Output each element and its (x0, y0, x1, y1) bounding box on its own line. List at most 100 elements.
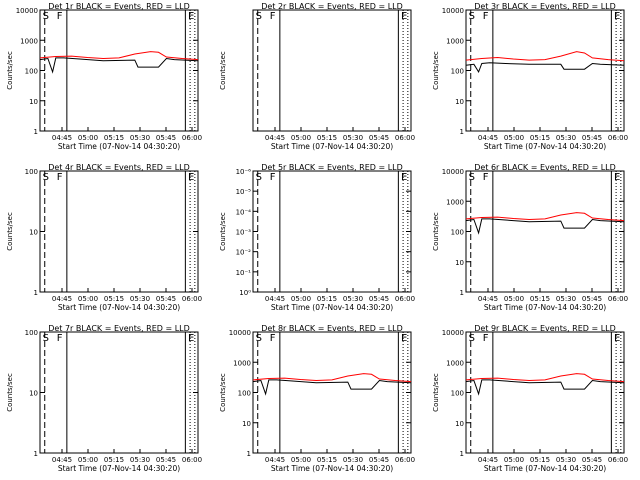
panel-title: Det 9r BLACK = Events, RED = LLD (474, 324, 616, 333)
chart-panel-4: Det 4r BLACK = Events, RED = LLD Counts/s… (6, 163, 202, 312)
x-tick-label: 05:15 (530, 134, 550, 142)
y-axis-label: Counts/sec (432, 373, 440, 412)
y-tick-label: 10000 (229, 329, 251, 337)
x-tick-label: 05:45 (156, 295, 176, 303)
x-axis-label: Start Time (07-Nov-14 04:30:20) (484, 142, 606, 151)
flag-label: F (57, 11, 63, 22)
y-tick-label: 100 (25, 68, 38, 76)
y-tick-label: 1 (460, 128, 464, 136)
flag-label: E (401, 172, 407, 183)
y-tick-label: 10 (29, 390, 38, 398)
panel-title: Det 1r BLACK = Events, RED = LLD (48, 2, 190, 11)
y-tick-label: 1000 (446, 198, 464, 206)
x-tick-label: 05:00 (504, 295, 524, 303)
x-tick-label: 05:15 (317, 134, 337, 142)
panel-title: Det 2r BLACK = Events, RED = LLD (261, 2, 403, 11)
y-tick-label: 10 (455, 98, 464, 106)
chart-panel-8: Det 8r BLACK = Events, RED = LLD Counts/s… (219, 324, 415, 473)
y-tick-label: 100 (25, 329, 38, 337)
y-tick-label: 100 (451, 229, 464, 237)
y-tick-label: 1 (247, 450, 251, 458)
flag-label: S (256, 333, 262, 344)
plot-frame (465, 170, 625, 293)
series-line-lld (252, 373, 412, 383)
flag-label: E (188, 172, 194, 183)
y-tick-label: 1 (34, 450, 38, 458)
x-tick-label: 05:00 (78, 295, 98, 303)
x-tick-label: 05:45 (369, 295, 389, 303)
y-tick-label: 100 (451, 390, 464, 398)
plot-frame (465, 331, 625, 454)
x-tick-label: 04:45 (265, 134, 285, 142)
series-line-events (465, 379, 625, 396)
y-tick-label: 10000 (442, 329, 464, 337)
x-tick-label: 06:00 (395, 295, 415, 303)
flag-label: F (270, 172, 276, 183)
flag-label: E (614, 11, 620, 22)
x-tick-label: 05:30 (130, 295, 150, 303)
series-line-lld (465, 212, 625, 222)
y-axis-label: Counts/sec (6, 51, 14, 90)
panel-title: Det 6r BLACK = Events, RED = LLD (474, 163, 616, 172)
x-tick-label: 05:30 (130, 456, 150, 464)
flag-label: E (614, 172, 620, 183)
x-tick-label: 05:00 (291, 456, 311, 464)
x-tick-label: 05:15 (530, 456, 550, 464)
series-line-events (39, 57, 199, 74)
x-tick-label: 05:30 (130, 134, 150, 142)
x-tick-label: 05:15 (104, 295, 124, 303)
flag-label: E (614, 333, 620, 344)
y-axis-label: Counts/sec (6, 373, 14, 412)
series-line-events (252, 379, 412, 396)
y-axis-label: Counts/sec (432, 51, 440, 90)
y-tick-label: 1 (34, 128, 38, 136)
y-tick-label: 10000 (442, 7, 464, 15)
series-line-lld (465, 51, 625, 62)
series-line-events (465, 62, 625, 74)
y-tick-label: 1000 (446, 359, 464, 367)
flag-label: S (256, 11, 262, 22)
x-axis-label: Start Time (07-Nov-14 04:30:20) (58, 303, 180, 312)
x-tick-label: 06:00 (608, 134, 628, 142)
plot-frame (39, 331, 199, 454)
y-tick-label: 10⁻¹ (236, 269, 252, 277)
y-tick-label: 1000 (446, 37, 464, 45)
x-tick-label: 04:45 (265, 295, 285, 303)
y-tick-label: 1 (460, 289, 464, 297)
y-tick-label: 100 (238, 390, 251, 398)
y-tick-label: 10⁻³ (236, 229, 252, 237)
x-tick-label: 06:00 (395, 134, 415, 142)
chart-panel-3: Det 3r BLACK = Events, RED = LLD Counts/s… (432, 2, 628, 151)
x-tick-label: 05:45 (582, 295, 602, 303)
x-axis-label: Start Time (07-Nov-14 04:30:20) (58, 464, 180, 473)
flag-label: S (256, 172, 262, 183)
flag-label: F (57, 172, 63, 183)
y-tick-label: 10⁻⁵ (236, 188, 252, 196)
flag-label: F (483, 172, 489, 183)
flag-label: F (270, 11, 276, 22)
panel-title: Det 4r BLACK = Events, RED = LLD (48, 163, 190, 172)
x-tick-label: 05:00 (78, 134, 98, 142)
flag-label: S (43, 333, 49, 344)
x-tick-label: 06:00 (608, 456, 628, 464)
chart-panel-6: Det 6r BLACK = Events, RED = LLD Counts/s… (432, 163, 628, 312)
x-tick-label: 04:45 (265, 456, 285, 464)
plot-frame (252, 331, 412, 454)
flag-label: S (43, 11, 49, 22)
y-axis-label: Counts/sec (6, 212, 14, 251)
y-tick-label: 10⁰ (239, 289, 251, 297)
y-tick-label: 1000 (233, 359, 251, 367)
x-tick-label: 04:45 (52, 295, 72, 303)
y-tick-label: 10 (29, 229, 38, 237)
x-tick-label: 05:45 (369, 456, 389, 464)
panel-title: Det 8r BLACK = Events, RED = LLD (261, 324, 403, 333)
x-tick-label: 05:15 (530, 295, 550, 303)
y-tick-label: 10 (455, 259, 464, 267)
y-tick-label: 10⁻² (236, 249, 252, 257)
chart-panel-5: Det 5r BLACK = Events, RED = LLD Counts/s… (219, 163, 415, 312)
y-tick-label: 10000 (442, 168, 464, 176)
x-tick-label: 06:00 (182, 134, 202, 142)
y-axis-label: Counts/sec (219, 212, 227, 251)
x-tick-label: 06:00 (182, 456, 202, 464)
